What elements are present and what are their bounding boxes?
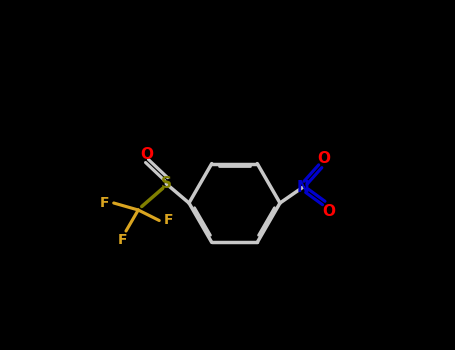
Text: F: F	[118, 233, 127, 247]
Text: O: O	[141, 147, 153, 161]
Text: O: O	[317, 151, 330, 166]
Text: F: F	[164, 214, 173, 228]
Text: N: N	[296, 180, 309, 195]
Text: O: O	[323, 204, 335, 219]
Text: S: S	[161, 176, 172, 191]
Text: F: F	[100, 196, 109, 210]
